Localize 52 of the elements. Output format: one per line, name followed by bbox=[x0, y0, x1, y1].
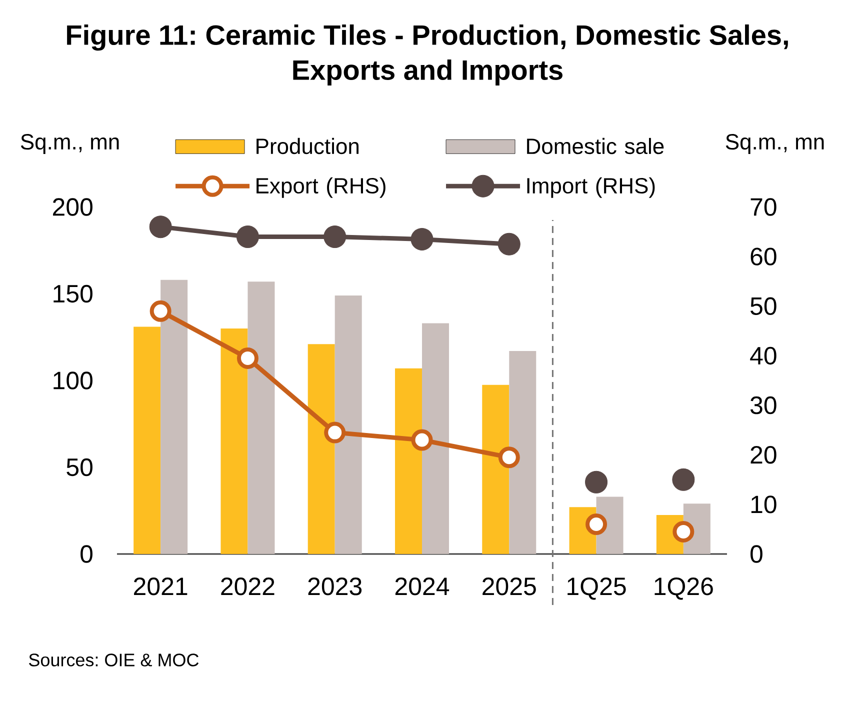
y2-tick-label: 70 bbox=[750, 198, 776, 216]
bar bbox=[248, 282, 275, 554]
x-tick-label: 2023 bbox=[308, 578, 362, 596]
legend-label: Domestic sale bbox=[527, 138, 664, 154]
y-axis-title: Sq.m., mn bbox=[20, 134, 119, 154]
y-tick-label: 150 bbox=[54, 284, 92, 303]
y2-axis-title: Sq.m., mn bbox=[726, 134, 824, 154]
point bbox=[586, 514, 608, 536]
bar bbox=[134, 326, 161, 554]
x-tick-label: 2021 bbox=[134, 578, 188, 596]
x-tick-label: 1Q25 bbox=[568, 578, 626, 600]
y-tick-label: 100 bbox=[54, 372, 92, 390]
bar bbox=[482, 384, 510, 554]
y2-tick-label: 10 bbox=[751, 496, 776, 514]
x-tick-label: 1Q26 bbox=[654, 578, 713, 600]
point bbox=[585, 470, 608, 494]
point bbox=[324, 422, 346, 444]
x-tick-label: 2025 bbox=[482, 578, 536, 596]
legend-label: Production bbox=[256, 138, 359, 154]
x-tick-label: 2022 bbox=[221, 578, 274, 596]
point bbox=[672, 468, 695, 491]
y-tick-label: 50 bbox=[66, 458, 92, 476]
bar bbox=[394, 368, 422, 554]
bar bbox=[160, 280, 188, 554]
y2-tick-label: 50 bbox=[750, 297, 776, 315]
bar bbox=[220, 328, 248, 554]
point bbox=[150, 300, 172, 322]
bar bbox=[334, 295, 362, 554]
legend-label: Export (RHS) bbox=[256, 177, 386, 198]
point bbox=[410, 228, 434, 250]
y2-tick-label: 30 bbox=[750, 396, 776, 414]
chart-title: Figure 11: Ceramic Tiles - Production, Domestic Sales, Exports and Imports bbox=[67, 24, 788, 86]
legend-label: Import (RHS) bbox=[527, 177, 655, 198]
point bbox=[498, 446, 520, 468]
bar bbox=[422, 323, 449, 554]
x-tick-label: 2024 bbox=[395, 578, 450, 596]
bar bbox=[509, 351, 536, 554]
point bbox=[236, 225, 259, 248]
point bbox=[236, 347, 258, 369]
y2-tick-label: 20 bbox=[750, 446, 776, 464]
point bbox=[324, 225, 346, 248]
y2-tick-label: 40 bbox=[750, 346, 776, 365]
point bbox=[149, 216, 172, 238]
bar bbox=[308, 344, 335, 554]
y2-tick-label: 0 bbox=[750, 545, 762, 563]
y-tick-label: 0 bbox=[80, 545, 92, 563]
point bbox=[498, 232, 520, 256]
y-tick-label: 200 bbox=[53, 198, 92, 216]
point bbox=[672, 520, 694, 542]
y2-tick-label: 60 bbox=[750, 248, 776, 266]
point bbox=[411, 429, 433, 451]
source-note: Sources: OIE & MOC bbox=[29, 654, 199, 666]
